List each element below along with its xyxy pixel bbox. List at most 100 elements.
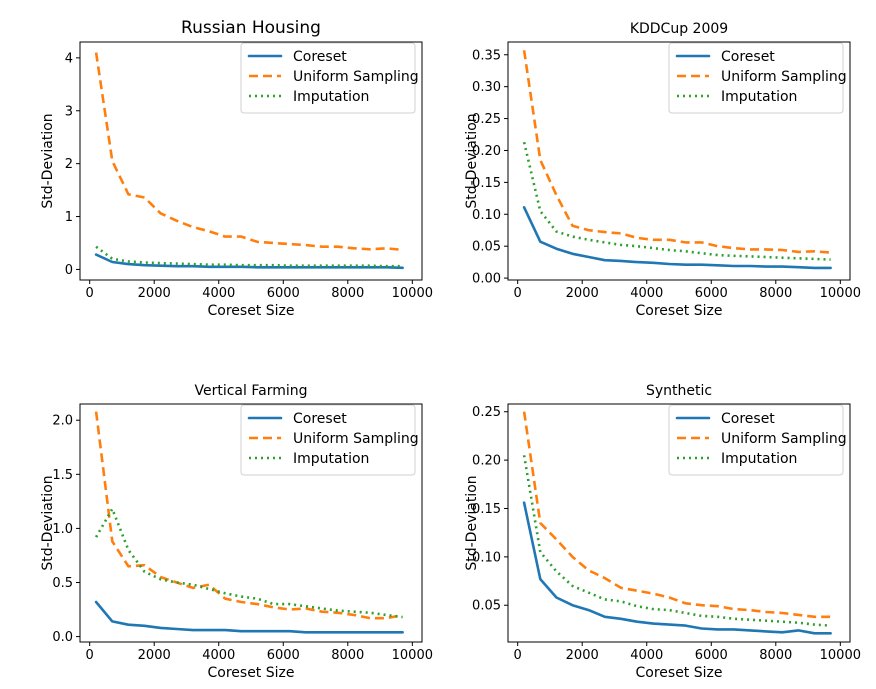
- series-line-uniform: [94, 411, 403, 620]
- legend: Coreset Uniform Sampling Imputation: [240, 42, 419, 114]
- y-tick-label: 0.35: [472, 48, 501, 63]
- y-axis-label: Std-Deviation: [40, 475, 56, 570]
- series-line-uniform: [94, 52, 403, 252]
- y-tick-label: 0.05: [472, 599, 501, 614]
- series-line-uniform: [522, 411, 831, 619]
- x-tick-label: 6000: [267, 648, 300, 663]
- x-tick-label: 4000: [202, 286, 235, 301]
- legend-label: Uniform Sampling: [293, 431, 419, 447]
- legend-label: Coreset: [721, 411, 775, 427]
- plot-area-frame: [507, 403, 851, 643]
- plot-area-frame: [79, 41, 423, 281]
- legend-label: Uniform Sampling: [721, 431, 847, 447]
- legend-label: Uniform Sampling: [293, 69, 419, 85]
- x-tick-label: 8000: [759, 286, 792, 301]
- series-line-coreset: [522, 501, 832, 635]
- y-tick-label: 0.00: [472, 272, 501, 287]
- y-tick-label: 0: [65, 263, 73, 278]
- y-tick-label: 1.0: [52, 522, 73, 537]
- x-tick-label: 0: [514, 648, 522, 663]
- y-tick-label: 0.0: [52, 630, 73, 645]
- x-tick-label: 2000: [566, 286, 599, 301]
- series-line-coreset: [94, 600, 404, 634]
- chart-title: KDDCup 2009: [630, 21, 728, 37]
- legend: Coreset Uniform Sampling Imputation: [668, 42, 847, 114]
- series-line-uniform: [522, 50, 831, 254]
- x-tick-label: 4000: [630, 286, 663, 301]
- chart-title: Russian Housing: [181, 18, 321, 38]
- y-tick-label: 0.10: [472, 208, 501, 223]
- y-tick-label: 0.20: [472, 454, 501, 469]
- x-tick-label: 10000: [392, 286, 433, 301]
- series-line-imputation: [522, 455, 831, 627]
- x-tick-label: 8000: [759, 648, 792, 663]
- x-tick-label: 2000: [138, 286, 171, 301]
- legend: Coreset Uniform Sampling Imputation: [240, 404, 419, 476]
- y-axis-label: Std-Deviation: [464, 475, 480, 570]
- legend: Coreset Uniform Sampling Imputation: [668, 404, 847, 476]
- x-axis-label: Coreset Size: [208, 303, 295, 319]
- y-tick-label: 2.0: [52, 414, 73, 429]
- x-tick-label: 0: [86, 648, 94, 663]
- y-tick-label: 0.25: [472, 405, 501, 420]
- x-tick-label: 10000: [820, 648, 861, 663]
- y-tick-label: 0.05: [472, 240, 501, 255]
- legend-label: Imputation: [721, 89, 797, 105]
- y-tick-label: 0.15: [472, 176, 501, 191]
- y-tick-label: 0.5: [52, 576, 73, 591]
- x-tick-label: 4000: [630, 648, 663, 663]
- legend-box: [240, 42, 416, 114]
- chart-panel-2: KDDCup 2009 0 2000 4000 6000 8000 10000 0.00 0.0…: [464, 21, 861, 319]
- x-axis-label: Coreset Size: [208, 665, 295, 681]
- x-tick-label: 8000: [331, 286, 364, 301]
- series-line-coreset: [522, 206, 832, 270]
- x-tick-label: 0: [514, 286, 522, 301]
- chart-panel-1: Russian Housing 0 2000 4000 6000 8000 10000 0 1 2…: [40, 18, 433, 319]
- x-tick-label: 8000: [331, 648, 364, 663]
- y-axis-label: Std-Deviation: [40, 113, 56, 208]
- x-tick-label: 10000: [820, 286, 861, 301]
- plot-area-frame: [79, 403, 423, 643]
- y-tick-label: 0.10: [472, 550, 501, 565]
- legend-label: Imputation: [721, 451, 797, 467]
- chart-title: Vertical Farming: [195, 383, 308, 399]
- x-tick-label: 2000: [566, 648, 599, 663]
- legend-label: Coreset: [293, 411, 347, 427]
- x-axis-label: Coreset Size: [636, 665, 723, 681]
- legend-label: Imputation: [293, 89, 369, 105]
- legend-box: [240, 404, 416, 476]
- y-tick-label: 0.15: [472, 502, 501, 517]
- y-tick-label: 1.5: [52, 468, 73, 483]
- y-tick-label: 1: [65, 210, 73, 225]
- chart-title: Synthetic: [646, 383, 712, 399]
- legend-label: Coreset: [293, 49, 347, 65]
- x-tick-label: 6000: [267, 286, 300, 301]
- x-tick-label: 6000: [695, 648, 728, 663]
- y-tick-label: 0.20: [472, 144, 501, 159]
- legend-label: Coreset: [721, 49, 775, 65]
- series-line-imputation: [522, 141, 831, 261]
- x-tick-label: 4000: [202, 648, 235, 663]
- y-tick-label: 4: [65, 51, 73, 66]
- x-tick-label: 0: [86, 286, 94, 301]
- legend-box: [668, 42, 844, 114]
- legend-label: Uniform Sampling: [721, 69, 847, 85]
- series-line-imputation: [94, 507, 403, 619]
- series-line-coreset: [94, 253, 404, 270]
- y-tick-label: 0.25: [472, 112, 501, 127]
- x-tick-label: 2000: [138, 648, 171, 663]
- chart-panel-3: Vertical Farming 0 2000 4000 6000 8000 10000 0.…: [40, 383, 433, 681]
- legend-label: Imputation: [293, 451, 369, 467]
- x-tick-label: 6000: [695, 286, 728, 301]
- y-tick-label: 0.30: [472, 80, 501, 95]
- series-line-imputation: [95, 245, 403, 268]
- chart-panel-4: Synthetic 0 2000 4000 6000 8000 10000 0.05 0.10 0…: [464, 383, 861, 681]
- x-axis-label: Coreset Size: [636, 303, 723, 319]
- legend-box: [668, 404, 844, 476]
- x-tick-label: 10000: [392, 648, 433, 663]
- plot-area-frame: [507, 41, 851, 281]
- y-tick-label: 2: [65, 157, 73, 172]
- y-tick-label: 3: [65, 104, 73, 119]
- y-axis-label: Std-Deviation: [464, 113, 480, 208]
